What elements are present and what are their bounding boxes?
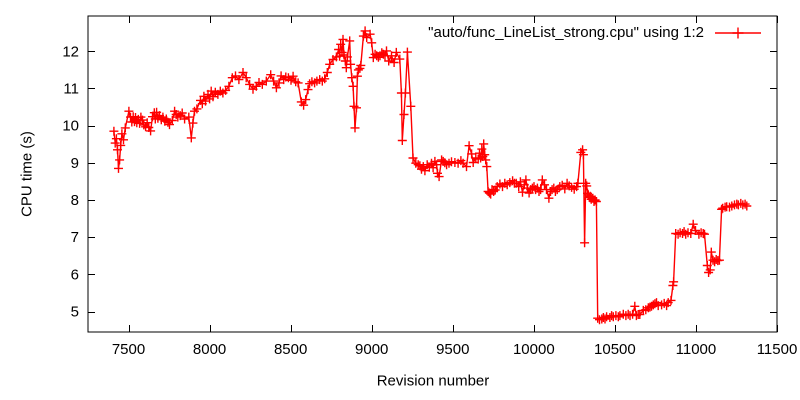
plot-border xyxy=(87,15,778,333)
legend-line-plus-sample-icon xyxy=(715,27,761,38)
y-tick-label: 11 xyxy=(63,80,79,97)
axis-ticks xyxy=(88,16,778,332)
legend: "auto/func_LineList_strong.cpu" using 1:… xyxy=(428,24,762,41)
series-plus-markers xyxy=(109,26,752,325)
x-tick-label: 10000 xyxy=(513,341,555,358)
y-tick-label: 6 xyxy=(71,266,79,283)
x-tick-label: 8500 xyxy=(274,341,307,358)
y-axis-label: CPU time (s) xyxy=(18,131,36,217)
y-tick-labels: 5 6 7 8 9 10 11 12 xyxy=(62,43,79,320)
y-tick-label: 12 xyxy=(62,43,79,60)
y-tick-label: 5 xyxy=(71,304,79,321)
x-axis-label: Revision number xyxy=(376,372,490,390)
x-tick-label: 10500 xyxy=(594,341,636,358)
y-tick-label: 9 xyxy=(71,155,79,172)
y-tick-label: 7 xyxy=(71,229,79,246)
x-tick-labels: 7500 8000 8500 9000 9500 10000 10500 11000 11500 xyxy=(112,341,797,358)
series-line xyxy=(113,30,748,321)
x-tick-label: 9500 xyxy=(436,341,469,358)
y-tick-label: 10 xyxy=(62,118,79,135)
x-tick-label: 9000 xyxy=(355,341,388,358)
x-tick-label: 11000 xyxy=(676,341,717,358)
legend-label: "auto/func_LineList_strong.cpu" using 1:… xyxy=(428,24,704,41)
x-tick-label: 11500 xyxy=(757,341,798,358)
x-tick-label: 7500 xyxy=(112,341,145,358)
y-tick-label: 8 xyxy=(71,192,79,209)
x-tick-label: 8000 xyxy=(193,341,226,358)
